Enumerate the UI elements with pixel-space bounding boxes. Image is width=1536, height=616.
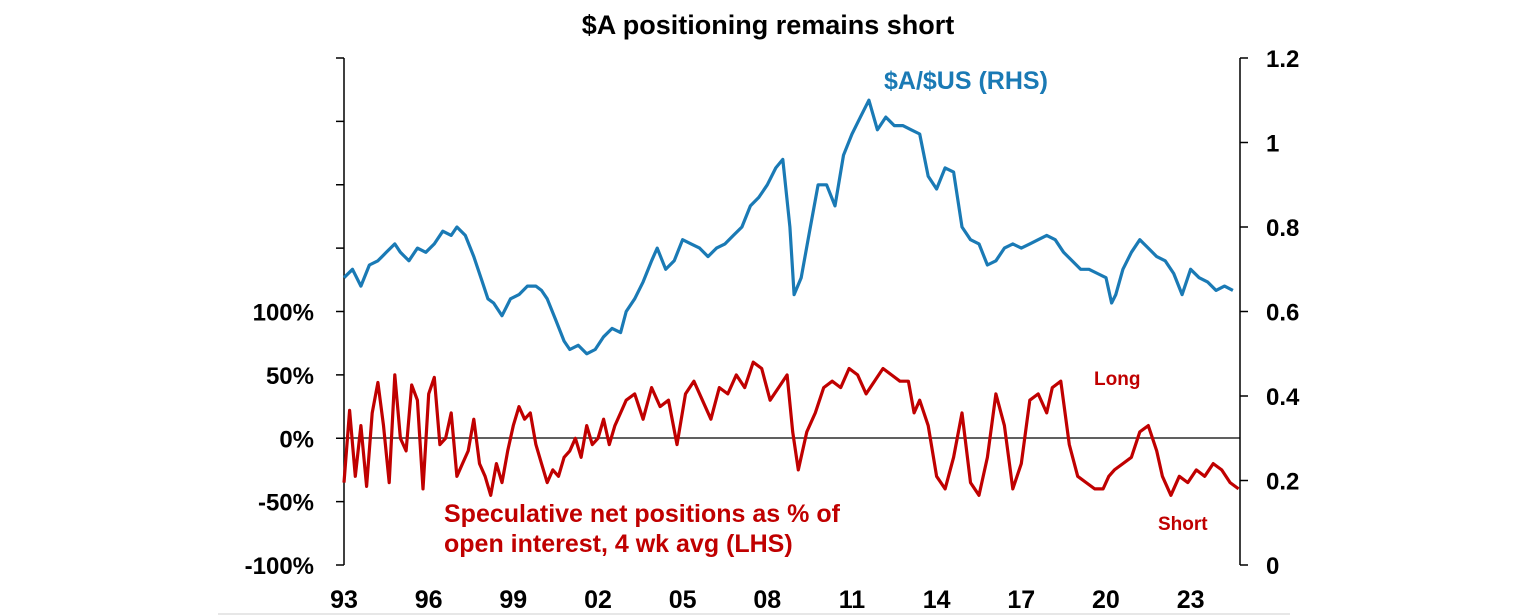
left-tick-label: -100% bbox=[245, 553, 314, 580]
right-tick-label: 0.4 bbox=[1266, 384, 1300, 411]
x-tick-label: 11 bbox=[839, 586, 866, 614]
x-tick-label: 99 bbox=[499, 586, 527, 614]
x-axis-ticks: 93 96 99 02 05 08 11 14 17 20 23 bbox=[330, 586, 1204, 614]
x-tick-label: 20 bbox=[1092, 586, 1120, 614]
right-tick-label: 0.2 bbox=[1266, 469, 1299, 496]
x-tick-label: 02 bbox=[584, 586, 612, 614]
x-tick-label: 23 bbox=[1177, 586, 1205, 614]
x-tick-label: 08 bbox=[753, 586, 781, 614]
x-tick-label: 17 bbox=[1007, 586, 1035, 614]
aud-usd-line bbox=[342, 98, 1234, 356]
right-tick-label: 0 bbox=[1266, 553, 1279, 580]
left-tick-label: -50% bbox=[258, 490, 314, 517]
short-label: Short bbox=[1158, 514, 1208, 535]
spec-label-line2: open interest, 4 wk avg (LHS) bbox=[444, 530, 793, 558]
long-label: Long bbox=[1094, 369, 1140, 390]
spec-label-line1: Speculative net positions as % of bbox=[444, 500, 841, 528]
x-tick-label: 05 bbox=[669, 586, 697, 614]
left-axis-ticks: 100% 50% 0% -50% -100% bbox=[245, 57, 344, 580]
left-tick-label: 100% bbox=[253, 300, 314, 327]
left-tick-label: 50% bbox=[266, 363, 314, 390]
right-tick-label: 0.6 bbox=[1266, 300, 1299, 327]
right-tick-label: 1.2 bbox=[1266, 46, 1299, 73]
aud-usd-label: $A/$US (RHS) bbox=[884, 67, 1048, 95]
right-axis-ticks: 1.2 1 0.8 0.6 0.4 0.2 0 bbox=[1240, 46, 1300, 580]
left-tick-label: 0% bbox=[279, 426, 314, 453]
x-tick-label: 96 bbox=[415, 586, 443, 614]
right-tick-label: 0.8 bbox=[1266, 215, 1299, 242]
x-tick-label: 93 bbox=[330, 586, 358, 614]
spec-net-positions-line bbox=[342, 360, 1240, 497]
right-tick-label: 1 bbox=[1266, 131, 1279, 158]
x-tick-label: 14 bbox=[923, 586, 951, 614]
chart-title: $A positioning remains short bbox=[582, 10, 955, 40]
